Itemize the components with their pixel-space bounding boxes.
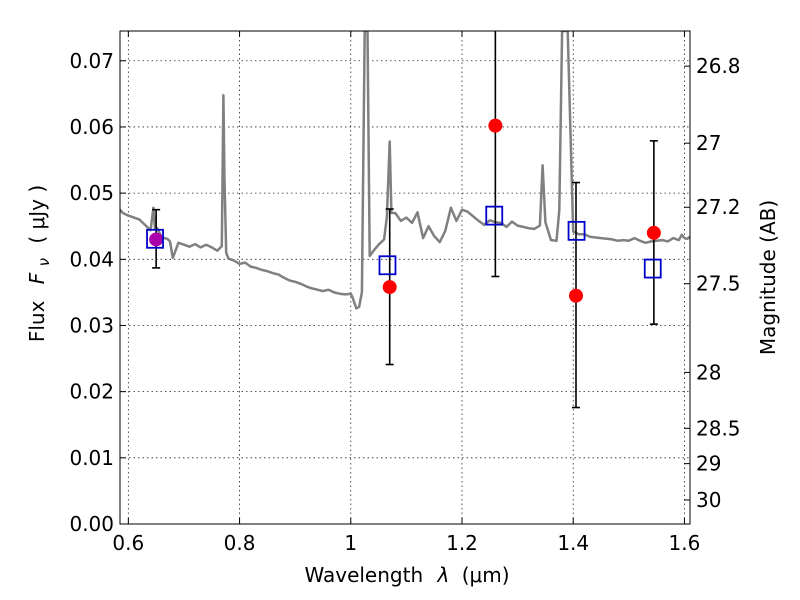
y-tick-label: 0.03 (69, 313, 114, 337)
y-tick-label: 0.01 (69, 446, 114, 470)
mag-tick-label: 28.5 (696, 416, 741, 440)
observed-point (149, 232, 164, 247)
axes-ticks: 0.6 0.8 1 1.2 1.4 1.6 0.00 0.01 0.02 0.03 0.04 0.05… (69, 31, 741, 555)
mag-tick-label: 28 (696, 360, 721, 384)
model-band-square (567, 220, 586, 241)
y-tick-label: 0.07 (69, 49, 114, 73)
mag-tick-label: 27.2 (696, 195, 741, 219)
grid (120, 31, 690, 525)
plot-area (120, 31, 690, 409)
x-tick-label: 1.6 (669, 531, 701, 555)
y-tick-label: 0.02 (69, 380, 114, 404)
y-tick-label: 0.00 (69, 512, 114, 536)
mag-tick-label: 27 (696, 131, 721, 155)
x-tick-label: 0.8 (224, 531, 256, 555)
x-tick-label: 1 (344, 531, 357, 555)
y-tick-label: 0.06 (69, 115, 114, 139)
observed-point (488, 118, 503, 133)
model-band-square (146, 228, 164, 249)
x-tick-label: 1.2 (446, 531, 478, 555)
mag-tick-label: 30 (696, 488, 721, 512)
x-tick-label: 1.4 (557, 531, 589, 555)
model-spectrum-line (120, 31, 690, 310)
mag-tick-label: 26.8 (696, 54, 741, 78)
y-axis-label: Flux F ν ( μJy ) (25, 185, 54, 342)
observed-point (569, 288, 583, 303)
mag-tick-label: 27.5 (696, 272, 741, 296)
y-tick-label: 0.05 (69, 181, 114, 205)
observed-point (382, 280, 397, 295)
plot-frame (119, 30, 691, 525)
model-band-square (378, 255, 397, 276)
observed-point (646, 225, 661, 240)
model-band-square (643, 258, 662, 279)
x-axis-label: Wavelength λ (μm) (304, 563, 509, 587)
y-tick-label: 0.04 (69, 247, 114, 271)
y-axis-right-label: Magnitude (AB) (756, 200, 780, 355)
model-band-square (485, 205, 504, 226)
x-tick-label: 0.6 (112, 531, 144, 555)
mag-tick-label: 29 (696, 452, 721, 476)
